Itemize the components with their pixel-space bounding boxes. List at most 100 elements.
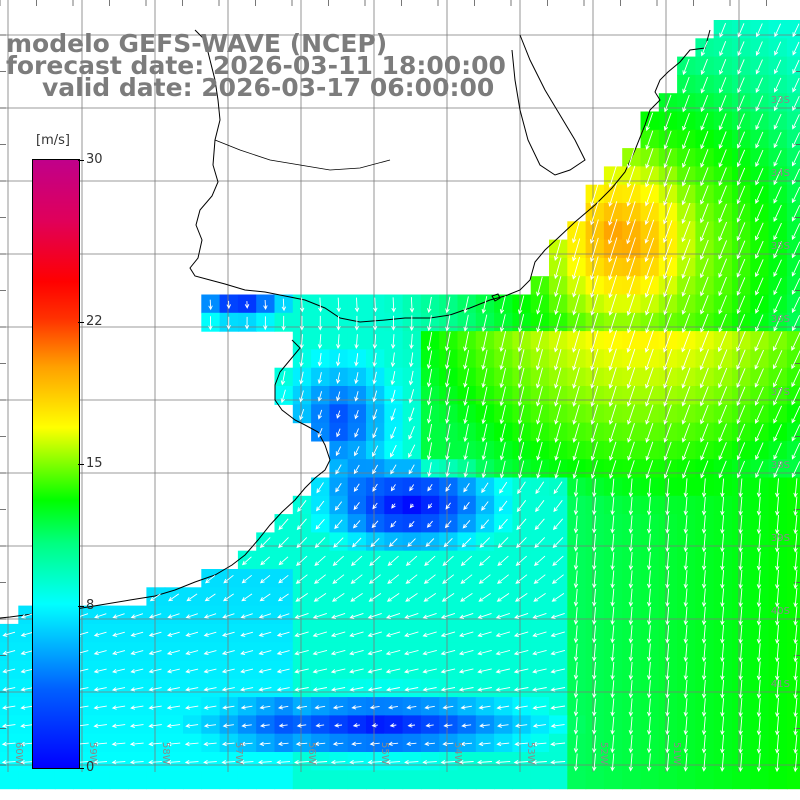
wind-arrow [550,631,565,638]
wind-cell [439,697,459,716]
lon-label: 60W [13,742,24,765]
wind-cell [164,715,184,735]
wind-arrow [315,519,325,530]
wind-arrow [226,316,231,330]
wind-arrow [458,649,474,656]
wind-cell [549,697,568,716]
wind-arrow [168,593,180,602]
wind-arrow [205,574,216,584]
wind-arrow [426,332,433,352]
wind-arrow [626,256,636,281]
wind-arrow [681,184,691,206]
wind-cell [0,660,19,680]
wind-cell [237,642,257,662]
wind-arrow [646,478,652,498]
wind-arrow [499,331,507,352]
wind-arrow [1,723,16,729]
wind-arrow [681,202,691,224]
wind-arrow [683,606,688,626]
wind-arrow [518,441,525,461]
wind-arrow [589,219,599,245]
wind-cell [237,678,257,698]
wind-arrow [646,716,652,735]
wind-arrow [592,625,597,644]
wind-arrow [775,533,780,553]
wind-arrow [663,112,672,132]
wind-arrow [572,441,580,461]
wind-arrow [370,537,380,548]
wind-arrow [663,238,673,262]
wind-arrow [532,612,547,619]
wind-cell [347,715,367,735]
wind-arrow [627,460,635,479]
wind-arrow [791,259,800,277]
wind-arrow [554,257,562,280]
wind-cell [494,733,513,753]
wind-arrow [592,716,597,735]
wind-arrow [93,705,107,710]
wind-arrow [663,202,673,225]
wind-cell [658,770,678,790]
wind-arrow [259,574,271,584]
wind-arrow [354,428,360,438]
wind-arrow [203,760,217,765]
wind-arrow [354,297,360,313]
wind-arrow [791,296,800,314]
wind-arrow [203,668,217,674]
wind-arrow [314,741,326,747]
wind-arrow [276,687,290,692]
wind-arrow [572,385,580,407]
wind-cell [91,752,111,771]
wind-cell [603,770,623,790]
wind-arrow [1,741,16,747]
wind-arrow [426,520,433,528]
wind-arrow [148,741,162,747]
wind-arrow [701,588,707,608]
wind-arrow [792,132,800,149]
wind-cell [219,660,239,680]
wind-arrow [791,442,800,460]
wind-cell [786,166,800,186]
wind-arrow [645,166,654,188]
wind-arrow [755,259,764,278]
wind-cell [786,20,800,39]
wind-arrow [112,631,125,637]
wind-arrow [260,556,271,566]
wind-arrow [444,520,452,529]
wind-arrow [755,442,764,461]
wind-arrow [608,237,618,263]
wind-arrow [572,367,580,389]
wind-cell [695,770,715,790]
wind-arrow [756,515,762,535]
wind-arrow [280,389,286,404]
wind-arrow [130,687,144,692]
wind-arrow [441,593,455,602]
wind-arrow [440,760,456,765]
wind-arrow [645,313,654,334]
coastline [0,29,711,619]
wind-arrow [514,593,528,602]
wind-arrow [791,223,800,241]
wind-arrow [756,698,762,718]
wind-arrow [700,203,709,224]
wind-arrow [682,94,690,113]
wind-arrow [701,515,707,534]
wind-arrow [372,315,378,331]
wind-cell [366,770,385,790]
wind-arrow [130,705,144,710]
wind-cell [329,752,349,771]
wind-cell [530,660,550,680]
wind-arrow [130,613,144,619]
wind-arrow [573,735,579,754]
wind-arrow [773,461,782,479]
wind-arrow [590,330,599,353]
wind-arrow [277,741,289,747]
wind-arrow [681,423,691,443]
wind-cell [384,752,404,771]
wind-arrow [478,574,491,584]
wind-cell [530,697,550,716]
wind-arrow [535,386,543,407]
wind-arrow [736,368,746,389]
wind-cell [109,697,129,716]
wind-cell [329,697,349,716]
